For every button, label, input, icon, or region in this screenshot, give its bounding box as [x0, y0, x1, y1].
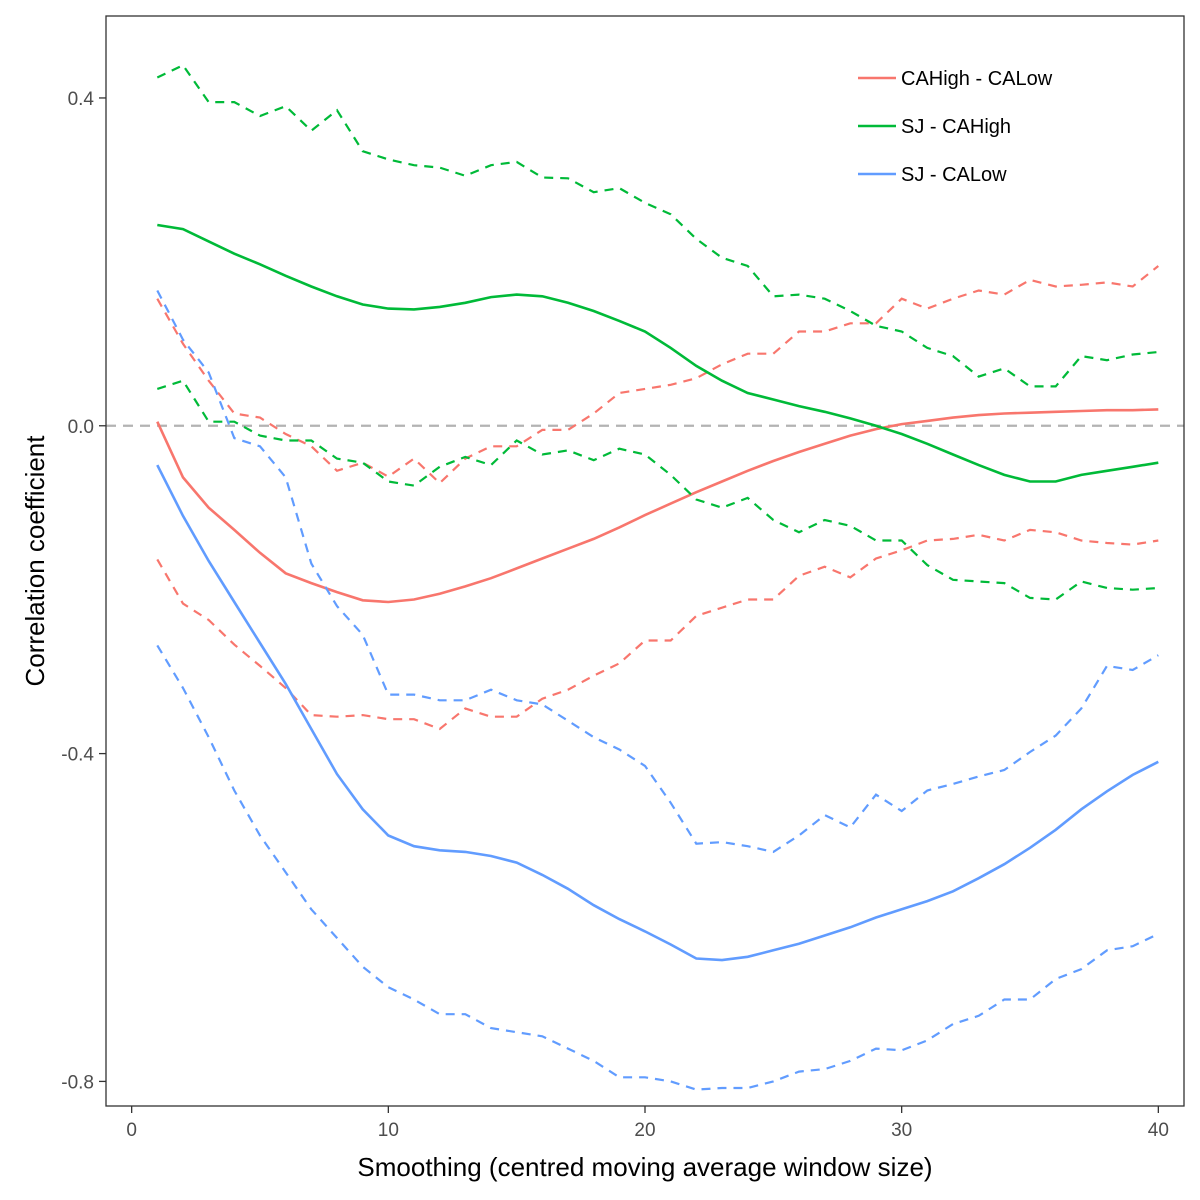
- legend: CAHigh - CALow SJ - CAHigh SJ - CALow: [858, 68, 1053, 186]
- series-lower-bound-line: [156, 528, 1159, 731]
- x-tick-label: 20: [634, 1120, 655, 1141]
- legend-label: CAHigh - CALow: [901, 68, 1053, 90]
- legend-item: SJ - CAHigh: [858, 116, 1011, 138]
- x-tick-label: 30: [891, 1120, 912, 1141]
- series-upper-bound-line: [156, 289, 1159, 854]
- legend-label: SJ - CALow: [901, 164, 1007, 186]
- y-tick-label: -0.4: [61, 745, 94, 766]
- y-axis-title: Correlation coefficient: [20, 435, 50, 687]
- series-cahigh-calow: [156, 265, 1159, 731]
- legend-label: SJ - CAHigh: [901, 116, 1011, 138]
- y-axis: -0.8 -0.4 0.0 0.4: [61, 89, 106, 1093]
- x-axis: 0 10 20 30 40: [126, 1106, 1169, 1141]
- series-line: [156, 464, 1159, 962]
- x-axis-title: Smoothing (centred moving average window…: [357, 1152, 932, 1182]
- plot-panel-border: [105, 15, 1185, 1107]
- series-upper-bound-line: [156, 265, 1159, 485]
- legend-item: SJ - CALow: [858, 164, 1007, 186]
- x-tick-label: 0: [126, 1120, 137, 1141]
- series-lower-bound-line: [156, 379, 1159, 601]
- legend-item: CAHigh - CALow: [858, 68, 1053, 90]
- series-lower-bound-line: [156, 644, 1159, 1091]
- y-tick-label: 0.0: [68, 417, 94, 438]
- x-tick-label: 10: [378, 1120, 399, 1141]
- series-sj-cahigh: [156, 63, 1159, 601]
- series-line: [156, 408, 1159, 604]
- series-layer: [156, 63, 1159, 1091]
- series-line: [157, 223, 1159, 483]
- y-tick-label: -0.8: [61, 1072, 94, 1093]
- y-tick-label: 0.4: [68, 89, 95, 110]
- series-sj-calow: [156, 289, 1159, 1091]
- x-tick-label: 40: [1148, 1120, 1169, 1141]
